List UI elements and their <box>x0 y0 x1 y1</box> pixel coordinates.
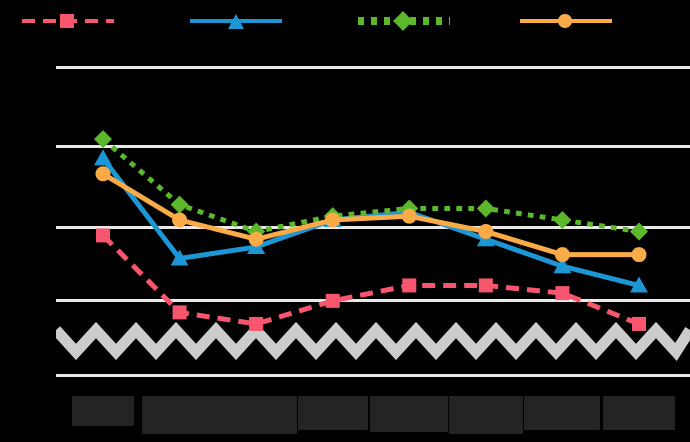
data-point-marker <box>632 316 646 331</box>
data-point-marker <box>94 149 112 166</box>
legend-marker-triangle <box>228 14 244 29</box>
data-point-marker <box>630 276 648 293</box>
x-axis-tick-label-1: label-1 <box>72 396 134 426</box>
data-point-marker <box>476 199 495 218</box>
data-point-marker <box>170 195 189 214</box>
gridline-1 <box>56 66 690 69</box>
data-point-marker <box>631 247 647 263</box>
data-point-marker <box>555 286 570 301</box>
plot-area <box>0 40 690 388</box>
data-point-marker <box>325 212 341 228</box>
data-point-marker <box>172 212 188 228</box>
data-point-marker <box>401 208 417 224</box>
gridline-2 <box>56 145 690 148</box>
data-point-marker <box>478 224 494 240</box>
gridline-3 <box>56 226 690 229</box>
x-axis-tick-label-4: label-4 <box>297 396 368 430</box>
series-layer <box>94 130 648 331</box>
data-point-marker <box>170 249 189 266</box>
x-axis-labels: label-1 label-2 label-3 label-4 label-5 label… <box>0 396 690 442</box>
legend-marker-circle <box>558 14 572 28</box>
data-point-marker <box>553 257 572 274</box>
data-point-marker <box>96 228 110 243</box>
x-axis-tick-label-3: label-3 <box>215 396 298 434</box>
data-point-marker <box>630 222 648 241</box>
series-1 <box>96 228 646 331</box>
x-axis-tick-label-2: label-2 <box>141 396 218 434</box>
gridline-4 <box>56 299 690 302</box>
data-point-marker <box>95 166 111 182</box>
legend-marker-diamond <box>393 11 413 31</box>
x-axis-tick-label-7: label-7 <box>524 396 601 430</box>
axis-break-zigzag <box>56 321 690 362</box>
data-point-marker <box>553 211 572 229</box>
x-axis-tick-label-8: label-8 <box>603 396 675 430</box>
x-axis-tick-label-5: label-5 <box>370 396 449 432</box>
series-line <box>101 233 640 327</box>
data-point-marker <box>478 278 493 293</box>
data-point-marker <box>248 231 264 247</box>
data-point-marker <box>325 293 340 308</box>
data-point-marker <box>94 130 112 149</box>
gridline-5 <box>56 374 690 377</box>
series-line <box>101 171 639 258</box>
legend-marker-square <box>60 14 74 28</box>
data-point-marker <box>402 278 417 293</box>
data-point-marker <box>554 247 570 263</box>
chart-legend <box>0 0 690 40</box>
data-point-marker <box>172 305 187 320</box>
series-4 <box>95 166 647 263</box>
x-axis-tick-label-6: label-6 <box>448 396 523 434</box>
data-point-marker <box>249 316 264 331</box>
